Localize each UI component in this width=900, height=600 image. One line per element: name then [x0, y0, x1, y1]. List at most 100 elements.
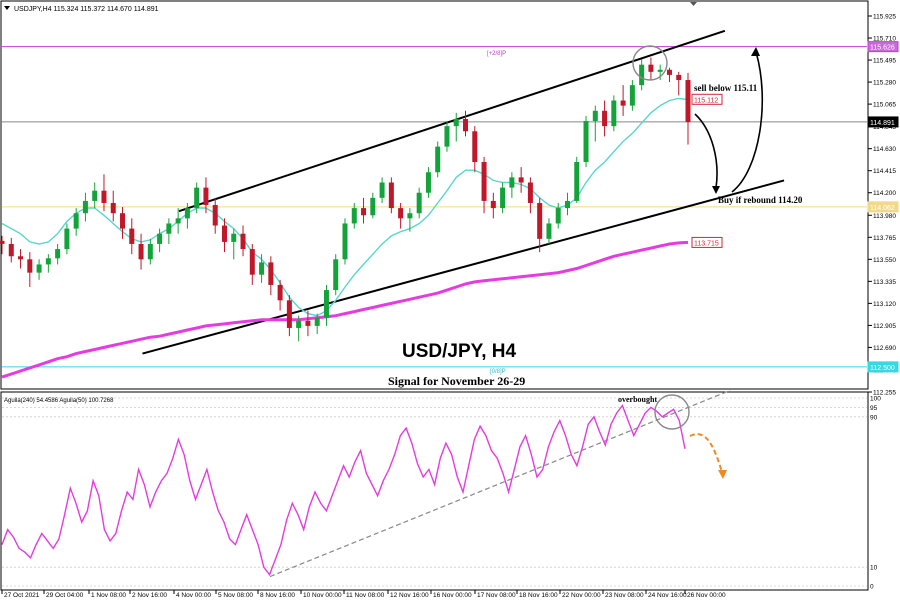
- candle-body: [166, 223, 172, 234]
- candle-body: [212, 205, 218, 226]
- price-tag-box: [867, 116, 899, 128]
- candle-body: [453, 118, 459, 127]
- candle-body: [82, 200, 88, 214]
- candle-body: [546, 223, 552, 239]
- osc-tick-label: 95: [870, 405, 878, 412]
- candle-body: [425, 172, 431, 193]
- symbol-header: USDJPY,H4 115.324 115.372 114.670 114.89…: [14, 6, 159, 13]
- time-tick-label: 2 Nov 16:00: [132, 592, 167, 599]
- time-tick-label: 16 Nov 00:00: [433, 592, 472, 599]
- candle-body: [379, 182, 385, 198]
- channel-upper-line: [178, 29, 726, 213]
- candle-body: [611, 100, 617, 127]
- symbol-dropdown-icon[interactable]: [4, 6, 10, 10]
- candle-body: [314, 317, 320, 326]
- time-tick-label: 26 Nov 00:00: [687, 592, 726, 599]
- candle-body: [629, 85, 635, 106]
- candle-body: [8, 243, 14, 257]
- candle-body: [463, 118, 469, 132]
- candle-body: [157, 233, 163, 244]
- price-tick-label: 114.415: [873, 168, 896, 175]
- ema-fast-path: [1, 97, 689, 317]
- candle-body: [92, 190, 98, 201]
- ema-slow-line: [1, 240, 689, 379]
- candle-body: [472, 131, 478, 162]
- candlesticks: [0, 57, 691, 342]
- price-tick-label: 115.925: [873, 14, 896, 21]
- time-tick-label: 4 Nov 00:00: [176, 592, 211, 599]
- price-tag-box: [867, 41, 899, 53]
- candle-body: [657, 69, 663, 72]
- candle-body: [277, 284, 283, 301]
- chart-title: USD/JPY, H4: [402, 341, 516, 362]
- candle-body: [203, 187, 209, 206]
- candle-body: [435, 146, 441, 173]
- candle-body: [147, 243, 153, 260]
- candle-body: [592, 110, 598, 122]
- candle-body: [648, 64, 654, 72]
- forecast-arrow-path: [689, 433, 723, 473]
- candle-body: [537, 202, 543, 239]
- chart-subtitle: Signal for November 26-29: [388, 374, 525, 388]
- candle-body: [509, 177, 515, 188]
- price-tick-label: 115.495: [873, 58, 896, 65]
- price-tag-box: [691, 236, 723, 248]
- time-tick-label: 27 Oct 2021: [4, 592, 40, 599]
- osc-series-line: [1, 404, 686, 577]
- price-tag-box: [867, 361, 899, 373]
- candle-body: [240, 233, 246, 250]
- candle-body: [388, 182, 394, 209]
- candle-body: [333, 259, 339, 291]
- price-tag-label: 113.715: [694, 240, 719, 247]
- candle-body: [221, 225, 227, 242]
- price-tick-label: 115.065: [873, 102, 896, 109]
- candle-body: [518, 177, 524, 183]
- price-tag-label: 115.112: [694, 97, 718, 104]
- upper-murrey-label: [+2/8]P: [487, 51, 506, 57]
- candle-body: [268, 262, 274, 285]
- candle-body: [620, 100, 626, 106]
- sell-signal-label: sell below 115.11: [694, 83, 758, 93]
- candle-body: [370, 197, 376, 216]
- up-arrow-path: [731, 51, 764, 193]
- candle-body: [555, 208, 561, 224]
- candle-body: [296, 320, 302, 328]
- osc-trendline: [269, 389, 731, 578]
- candle-body: [73, 213, 79, 229]
- price-tick-label: 113.980: [873, 213, 896, 220]
- price-tag-label: 112.500: [870, 365, 895, 372]
- candle-body: [101, 190, 107, 203]
- time-tick-label: 1 Nov 08:00: [91, 592, 126, 599]
- time-tick-label: 5 Nov 08:00: [218, 592, 253, 599]
- price-tick-label: 113.550: [873, 257, 896, 264]
- candle-body: [184, 208, 190, 219]
- candle-body: [286, 300, 292, 328]
- price-tick-label: 112.255: [873, 390, 896, 397]
- candle-body: [583, 121, 589, 162]
- price-tag-box: [691, 93, 723, 105]
- annotations: [632, 2, 764, 479]
- candle-body: [175, 218, 181, 224]
- price-tick-label: 114.200: [873, 190, 896, 197]
- candle-body: [231, 233, 237, 242]
- buy-signal-label: Buy if rebound 114.20: [718, 195, 803, 205]
- time-axis: 27 Oct 2021 29 Oct 04:00 1 Nov 08:00 2 Nov …: [1, 590, 726, 599]
- time-tick-label: 12 Nov 16:00: [390, 592, 429, 599]
- price-tick-label: 115.710: [873, 36, 896, 43]
- candle-body: [490, 200, 496, 209]
- main-panel-frame: [0, 0, 869, 390]
- scroll-marker-icon: [690, 2, 697, 6]
- candle-body: [110, 202, 116, 214]
- osc-tick-label: 90: [870, 414, 878, 421]
- candle-body: [361, 208, 367, 216]
- price-tick-label: 112.690: [873, 345, 896, 352]
- price-tick-label: 114.630: [873, 146, 896, 153]
- up-arrowhead-icon: [751, 47, 760, 56]
- price-tick-label: 112.905: [873, 323, 896, 330]
- indicator-header: Aguila(240) 54.4586 Aguila(50) 100.7268: [4, 398, 114, 404]
- ema-fast-line: [1, 97, 689, 317]
- indicator-panel-frame: [0, 391, 869, 591]
- price-tag-box: [867, 201, 899, 213]
